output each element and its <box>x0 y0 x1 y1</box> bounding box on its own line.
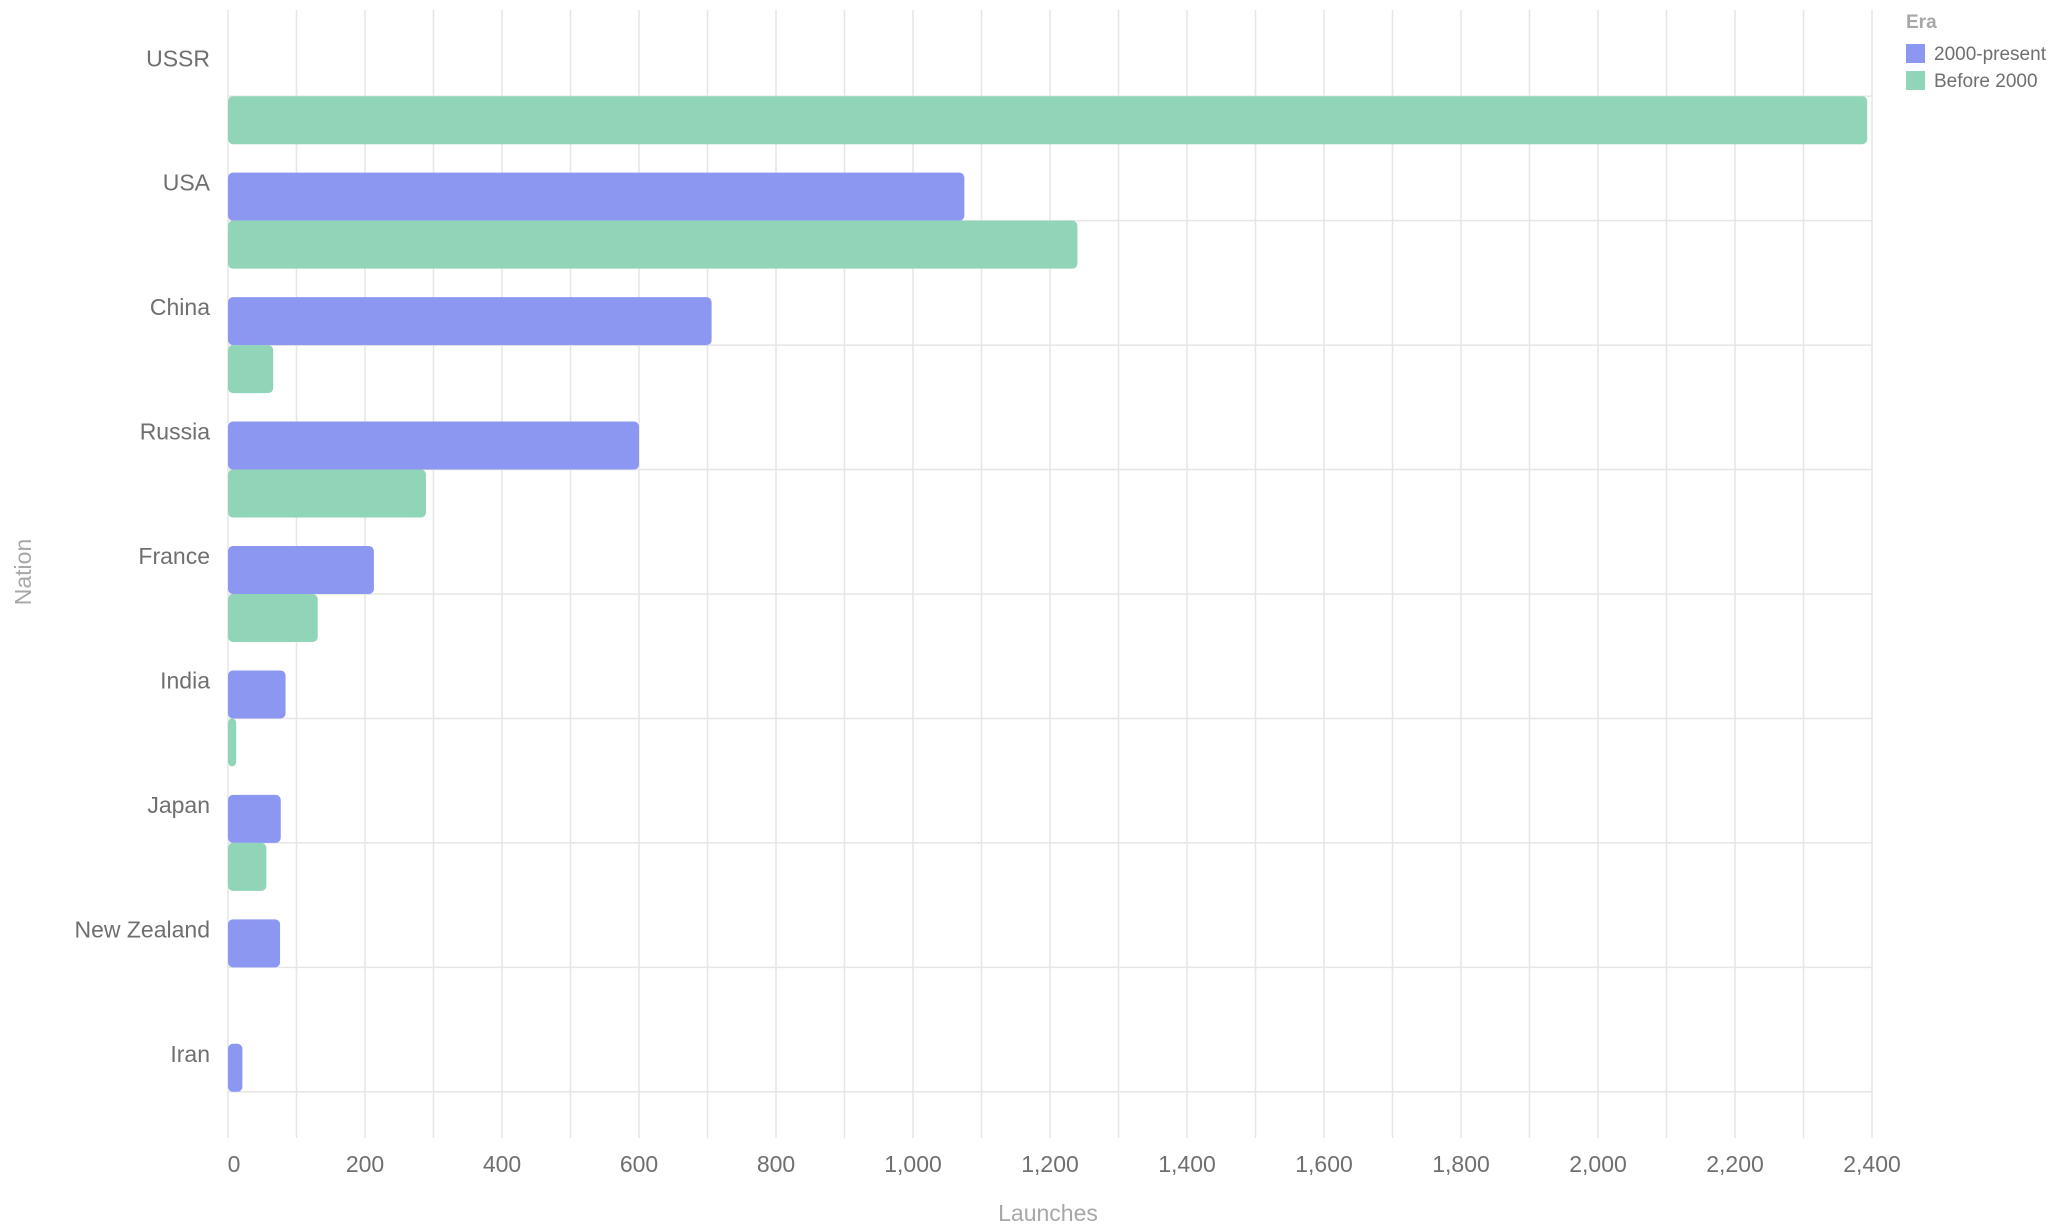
legend-title: Era <box>1906 12 1937 33</box>
x-tick-label: 2,000 <box>1569 1151 1627 1177</box>
x-tick-label: 1,200 <box>1021 1151 1079 1177</box>
x-tick-label: 400 <box>483 1151 521 1177</box>
y-tick-label: Japan <box>147 792 210 818</box>
legend-label: 2000-present <box>1934 44 2047 65</box>
x-axis-title: Launches <box>998 1200 1098 1226</box>
x-tick-label: 1,800 <box>1432 1151 1490 1177</box>
y-tick-label: USSR <box>146 45 210 71</box>
bar-usa-before-2000 <box>228 220 1078 269</box>
bar-russia-2000-present <box>228 421 639 470</box>
x-tick-label: 600 <box>620 1151 658 1177</box>
x-tick-label: 2,200 <box>1706 1151 1764 1177</box>
y-tick-labels: USSR USA China Russia France India Japan New Ze… <box>74 45 210 1067</box>
legend-swatch <box>1906 44 1925 63</box>
x-tick-label: 2,400 <box>1843 1151 1901 1177</box>
bar-india-before-2000 <box>228 718 237 767</box>
x-tick-label: 1,400 <box>1158 1151 1216 1177</box>
y-tick-label: USA <box>163 170 211 196</box>
bar-russia-before-2000 <box>228 469 426 518</box>
legend: Era 2000-present Before 2000 <box>1906 12 2047 92</box>
x-tick-label: 0 <box>228 1151 241 1177</box>
bar-new-zealand-2000-present <box>228 919 281 968</box>
x-tick-label: 800 <box>757 1151 795 1177</box>
bar-japan-before-2000 <box>228 842 267 891</box>
bar-china-before-2000 <box>228 345 274 394</box>
x-tick-label: 1,600 <box>1295 1151 1353 1177</box>
y-tick-label: India <box>160 668 210 694</box>
legend-label: Before 2000 <box>1934 71 2038 92</box>
legend-swatch <box>1906 71 1925 90</box>
bar-japan-2000-present <box>228 794 281 843</box>
y-tick-label: China <box>150 294 210 320</box>
bar-usa-2000-present <box>228 172 965 221</box>
bar-india-2000-present <box>228 670 286 719</box>
y-tick-label: France <box>138 543 210 569</box>
x-tick-label: 1,000 <box>884 1151 942 1177</box>
bar-france-before-2000 <box>228 594 318 642</box>
y-axis-title: Nation <box>10 539 36 605</box>
bar-france-2000-present <box>228 546 374 594</box>
bar-ussr-before-2000 <box>228 96 1868 145</box>
y-tick-label: Russia <box>140 419 211 445</box>
bar-iran-2000-present <box>228 1043 243 1092</box>
x-tick-labels: 0 200 400 600 800 1,000 1,200 1,400 1,600 1,800 2,… <box>228 1151 1901 1177</box>
y-tick-label: Iran <box>170 1041 210 1067</box>
y-tick-label: New Zealand <box>74 916 210 942</box>
x-tick-label: 200 <box>346 1151 384 1177</box>
bars <box>228 96 1868 1092</box>
bar-china-2000-present <box>228 297 712 346</box>
